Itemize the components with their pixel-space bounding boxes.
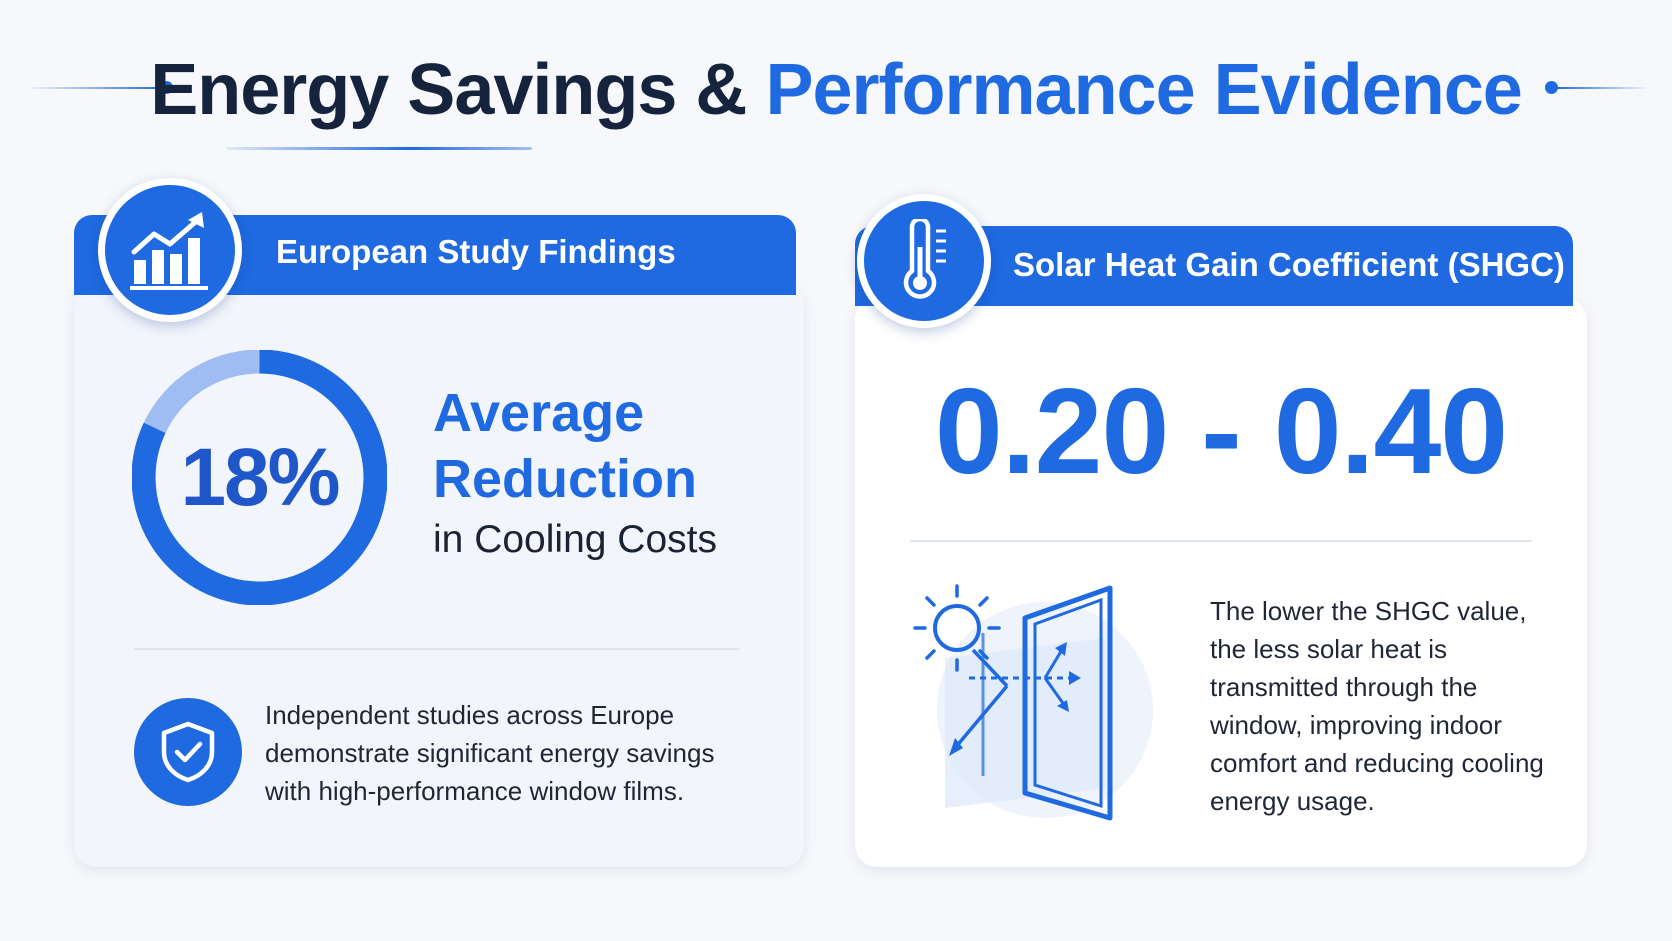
shield-check-icon xyxy=(161,721,215,783)
european-study-banner-title: European Study Findings xyxy=(276,233,676,270)
title-decoration-dot-left xyxy=(160,81,173,94)
title-decoration-line-left xyxy=(30,87,165,89)
page-header: Energy Savings & Performance Evidence xyxy=(0,40,1672,140)
growth-chart-icon xyxy=(130,212,208,290)
reduction-stat-subtitle: in Cooling Costs xyxy=(433,518,717,561)
page-title-part1: Energy Savings & xyxy=(150,50,747,130)
left-card-divider xyxy=(134,648,740,650)
thermometer-icon xyxy=(903,219,946,299)
title-decoration-line-right xyxy=(1556,87,1646,89)
thermometer-badge xyxy=(857,194,991,328)
shield-badge xyxy=(134,698,242,806)
reduction-ring-chart xyxy=(132,350,387,605)
reduction-percent-value: 18% xyxy=(180,431,340,523)
reduction-stat-title-line1: Average xyxy=(433,383,645,443)
reduction-stat-title: Average Reduction xyxy=(433,380,697,512)
title-decoration-dot-right xyxy=(1545,81,1558,94)
shgc-range-value: 0.20 - 0.40 xyxy=(934,363,1508,499)
growth-chart-badge xyxy=(98,178,242,322)
shgc-banner-title: Solar Heat Gain Coefficient (SHGC) xyxy=(1013,246,1565,283)
page-title: Energy Savings & Performance Evidence xyxy=(150,54,1523,126)
reduction-ring-progress xyxy=(132,350,387,605)
reduction-stat-title-line2: Reduction xyxy=(433,449,697,509)
title-underline xyxy=(226,147,532,150)
shgc-description: The lower the SHGC value, the less solar… xyxy=(1210,596,1544,816)
right-card-divider xyxy=(910,540,1532,542)
page-title-part2: Performance Evidence xyxy=(765,50,1522,130)
sun-window-icon xyxy=(913,584,1153,821)
european-study-description: Independent studies across Europe demons… xyxy=(265,700,715,806)
